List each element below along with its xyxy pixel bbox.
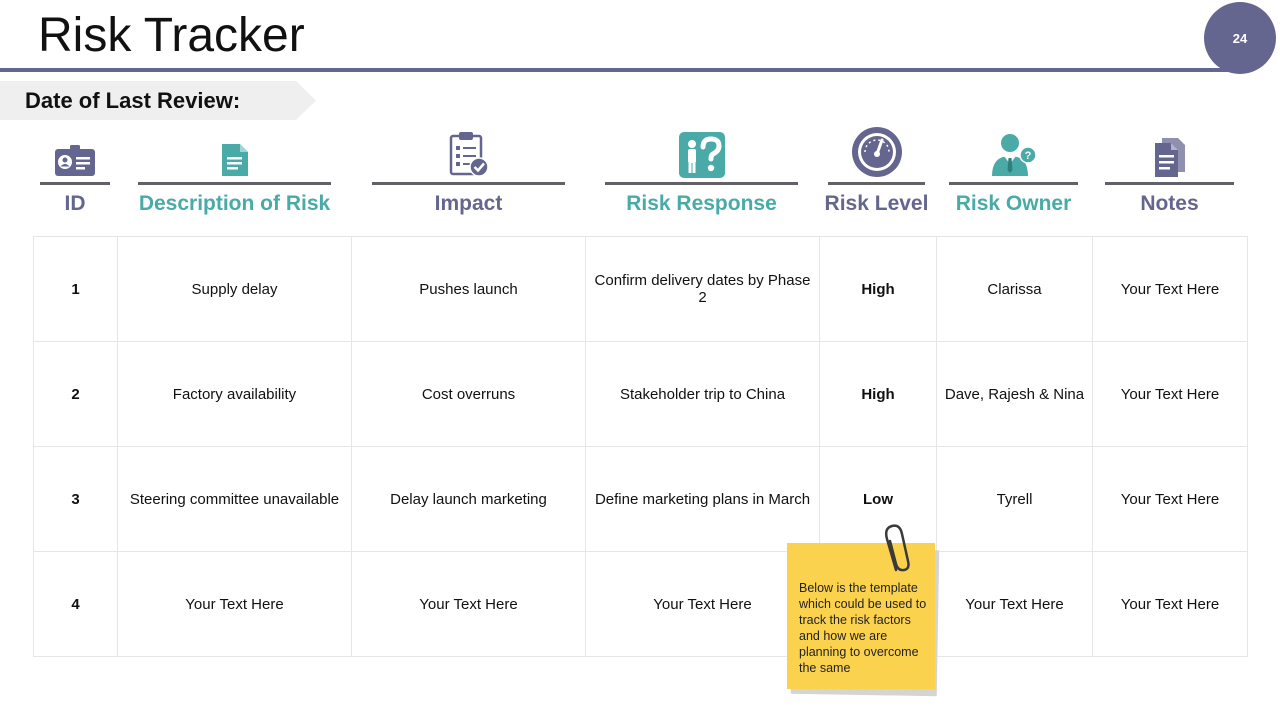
owner-cell: Your Text Here [936,551,1093,657]
description-cell: Steering committee unavailable [117,446,352,552]
header-notes: Notes [1105,120,1234,220]
response-cell: Define marketing plans in March [585,446,820,552]
id-cell: 1 [33,236,118,342]
header-description: Description of Risk [138,120,331,220]
impact-cell: Delay launch marketing [351,446,586,552]
risk-level-cell: High [819,341,937,447]
review-date-label: Date of Last Review: [25,88,241,113]
id-cell: 2 [33,341,118,447]
impact-cell: Your Text Here [351,551,586,657]
businessman-question-icon: ? [949,120,1078,178]
clipboard-checklist-icon [372,120,565,178]
notes-cell: Your Text Here [1092,341,1248,447]
impact-cell: Cost overruns [351,341,586,447]
risk-table: 1 Supply delay Pushes launch Confirm del… [33,236,1248,657]
id-cell: 4 [33,551,118,657]
sticky-note: Below is the template which could be use… [787,543,935,689]
page-title: Risk Tracker [38,9,305,62]
description-cell: Factory availability [117,341,352,447]
notes-cell: Your Text Here [1092,236,1248,342]
header-impact: Impact [372,120,565,220]
header-notes-label: Notes [1140,192,1199,215]
header-response: Risk Response [605,120,798,220]
header-impact-label: Impact [434,192,503,215]
id-card-icon [40,120,110,178]
sticky-note-text: Below is the template which could be use… [799,581,927,675]
owner-cell: Dave, Rajesh & Nina [936,341,1093,447]
owner-cell: Clarissa [936,236,1093,342]
table-row: 2 Factory availability Cost overruns Sta… [33,341,1248,447]
owner-cell: Tyrell [936,446,1093,552]
header-id: ID [40,120,110,220]
gauge-icon [828,120,925,178]
table-row: 4 Your Text Here Your Text Here Your Tex… [33,551,1248,657]
risk-level-cell: High [819,236,937,342]
header-description-label: Description of Risk [138,192,331,215]
notes-icon [1105,120,1234,178]
document-icon [138,120,331,178]
header-level: Risk Level [825,120,928,220]
header-id-label: ID [64,192,86,215]
response-cell: Confirm delivery dates by Phase 2 [585,236,820,342]
impact-cell: Pushes launch [351,236,586,342]
header-level-label: Risk Level [824,192,929,215]
response-cell: Your Text Here [585,551,820,657]
header-owner: ? Risk Owner [949,120,1078,220]
title-underline [0,68,1230,72]
id-cell: 3 [33,446,118,552]
header-owner-label: Risk Owner [955,192,1072,215]
header-response-label: Risk Response [626,192,777,215]
review-tag [0,81,316,120]
risk-level-cell: Low [819,446,937,552]
person-question-icon [605,120,798,178]
description-cell: Supply delay [117,236,352,342]
table-row: 3 Steering committee unavailable Delay l… [33,446,1248,552]
notes-cell: Your Text Here [1092,446,1248,552]
paperclip-icon [884,524,910,572]
svg-text:?: ? [1024,150,1031,162]
table-row: 1 Supply delay Pushes launch Confirm del… [33,236,1248,342]
page-number-badge: 24 [1204,2,1276,74]
notes-cell: Your Text Here [1092,551,1248,657]
response-cell: Stakeholder trip to China [585,341,820,447]
description-cell: Your Text Here [117,551,352,657]
